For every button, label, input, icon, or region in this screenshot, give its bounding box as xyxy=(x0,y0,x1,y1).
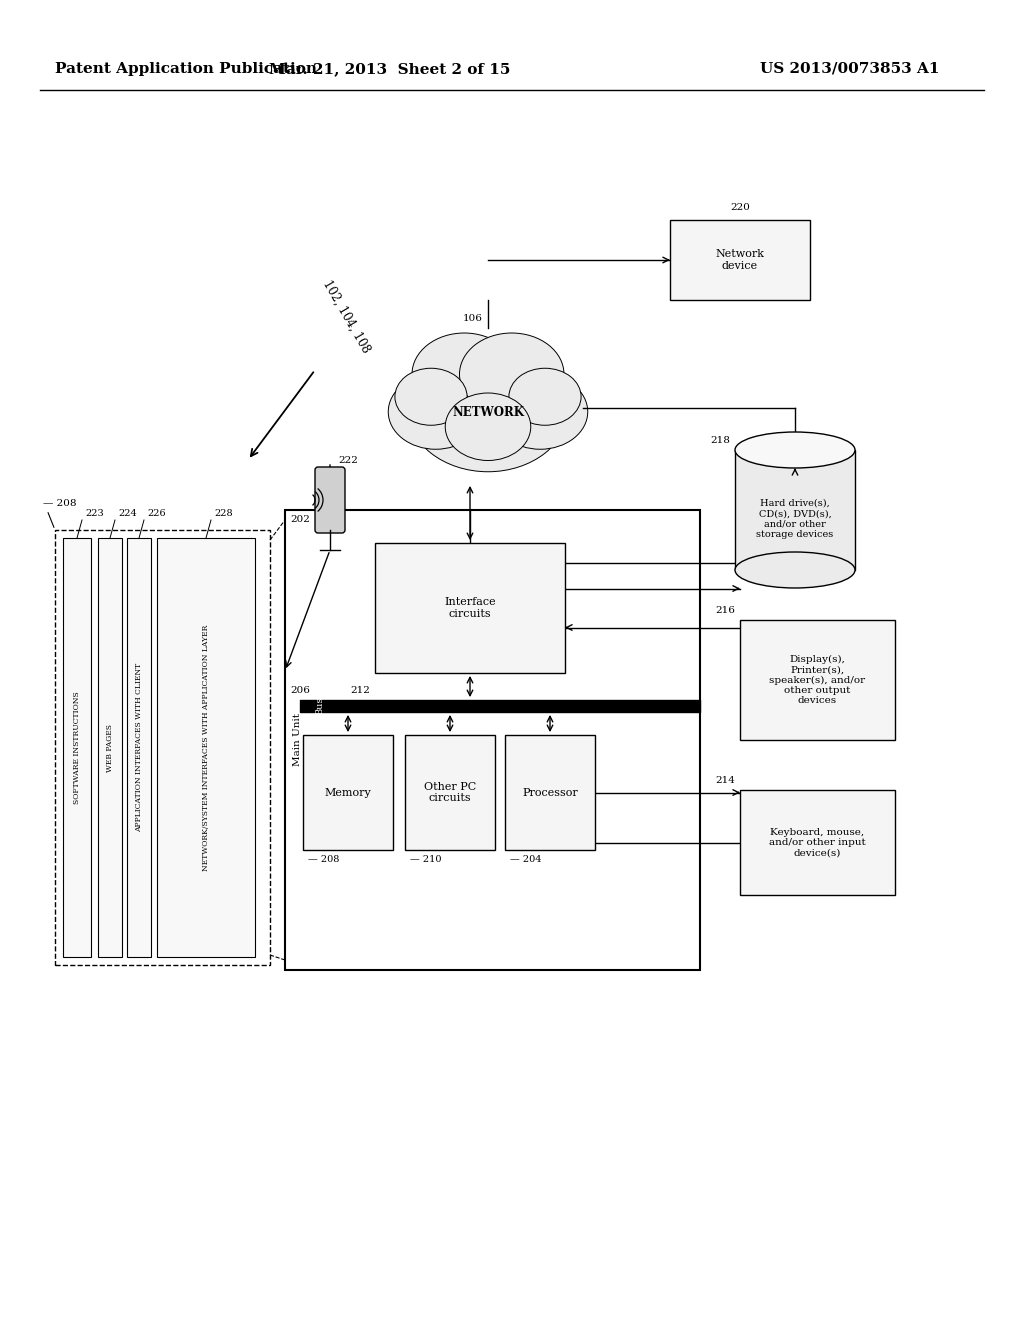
Text: 214: 214 xyxy=(715,776,735,785)
Ellipse shape xyxy=(445,393,530,461)
Text: Hard drive(s),
CD(s), DVD(s),
and/or other
storage devices: Hard drive(s), CD(s), DVD(s), and/or oth… xyxy=(757,499,834,539)
Text: 218: 218 xyxy=(710,436,730,445)
Text: Mar. 21, 2013  Sheet 2 of 15: Mar. 21, 2013 Sheet 2 of 15 xyxy=(269,62,511,77)
Ellipse shape xyxy=(412,333,516,416)
Bar xyxy=(55,531,270,965)
Text: Bus: Bus xyxy=(315,697,325,715)
Text: 202: 202 xyxy=(290,515,310,524)
Text: 106: 106 xyxy=(463,314,483,323)
Text: Network
device: Network device xyxy=(716,249,765,271)
Text: 206: 206 xyxy=(290,686,310,696)
Text: US 2013/0073853 A1: US 2013/0073853 A1 xyxy=(760,62,939,77)
Text: Display(s),
Printer(s),
speaker(s), and/or
other output
devices: Display(s), Printer(s), speaker(s), and/… xyxy=(769,655,865,705)
Text: 220: 220 xyxy=(730,203,750,213)
Bar xyxy=(375,543,565,673)
Bar xyxy=(670,220,810,300)
Text: 228: 228 xyxy=(214,510,232,517)
Text: — 208: — 208 xyxy=(308,855,339,865)
Text: WEB PAGES: WEB PAGES xyxy=(106,723,114,771)
Bar xyxy=(63,539,91,957)
Text: 212: 212 xyxy=(350,686,370,696)
Bar xyxy=(285,510,700,970)
Text: Main Unit: Main Unit xyxy=(293,714,301,767)
Text: 102, 104, 108: 102, 104, 108 xyxy=(319,277,372,355)
Text: FIG. 2: FIG. 2 xyxy=(820,726,877,743)
Text: Other PC
circuits: Other PC circuits xyxy=(424,781,476,804)
Text: 226: 226 xyxy=(147,510,166,517)
Text: Processor: Processor xyxy=(522,788,578,797)
Ellipse shape xyxy=(395,368,467,425)
Ellipse shape xyxy=(408,345,568,471)
Ellipse shape xyxy=(493,375,588,449)
Ellipse shape xyxy=(388,375,483,449)
Bar xyxy=(735,450,855,570)
Text: SOFTWARE INSTRUCTIONS: SOFTWARE INSTRUCTIONS xyxy=(73,692,81,804)
Bar xyxy=(98,539,122,957)
Text: NETWORK: NETWORK xyxy=(452,407,524,420)
Ellipse shape xyxy=(735,552,855,587)
Bar xyxy=(303,735,393,850)
Text: — 204: — 204 xyxy=(510,855,542,865)
Ellipse shape xyxy=(735,432,855,469)
Bar xyxy=(740,789,895,895)
Text: 222: 222 xyxy=(338,455,357,465)
Bar xyxy=(406,735,495,850)
Text: Keyboard, mouse,
and/or other input
device(s): Keyboard, mouse, and/or other input devi… xyxy=(769,828,866,858)
Text: Memory: Memory xyxy=(325,788,372,797)
Text: 216: 216 xyxy=(715,606,735,615)
Text: 224: 224 xyxy=(118,510,137,517)
Bar xyxy=(127,539,151,957)
Text: NETWORK/SYSTEM INTERFACES WITH APPLICATION LAYER: NETWORK/SYSTEM INTERFACES WITH APPLICATI… xyxy=(202,624,210,871)
FancyBboxPatch shape xyxy=(315,467,345,533)
Bar xyxy=(505,735,595,850)
Text: — 208: — 208 xyxy=(43,499,77,508)
Ellipse shape xyxy=(460,333,564,416)
Text: 223: 223 xyxy=(85,510,103,517)
Text: Patent Application Publication: Patent Application Publication xyxy=(55,62,317,77)
Bar xyxy=(157,539,255,957)
Text: APPLICATION INTERFACES WITH CLIENT: APPLICATION INTERFACES WITH CLIENT xyxy=(135,663,143,832)
Ellipse shape xyxy=(509,368,581,425)
Bar xyxy=(740,620,895,741)
Text: — 210: — 210 xyxy=(410,855,441,865)
Text: Interface
circuits: Interface circuits xyxy=(444,597,496,619)
